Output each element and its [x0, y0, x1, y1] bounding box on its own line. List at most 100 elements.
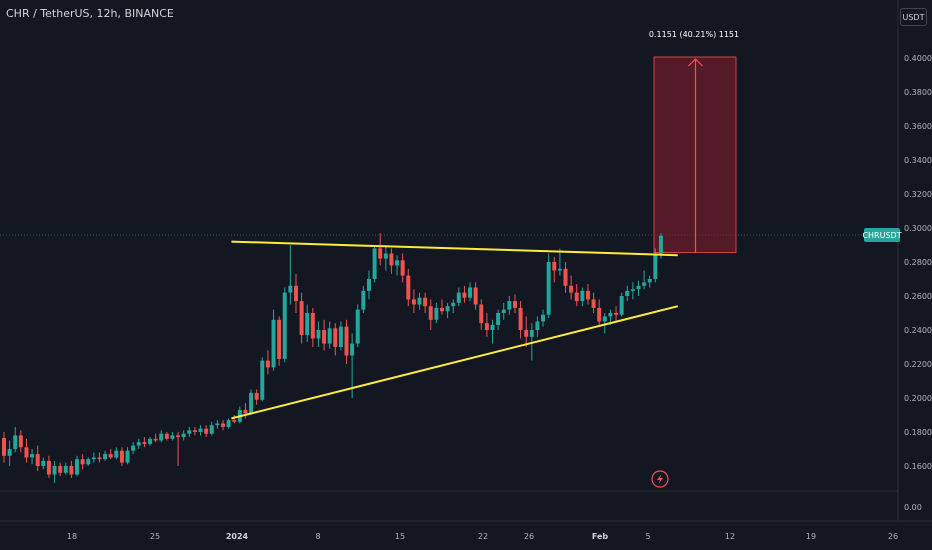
candle [226, 418, 231, 429]
candle [355, 304, 360, 347]
candle [125, 447, 130, 465]
x-tick-label: 25 [150, 532, 160, 541]
x-tick-label: 15 [395, 532, 405, 541]
candle [299, 292, 304, 344]
y-tick-label: 0.2800 [904, 258, 932, 267]
candle [91, 452, 96, 463]
candle [69, 460, 74, 478]
currency-badge[interactable]: USDT [900, 8, 927, 26]
candle [316, 321, 321, 347]
candle [642, 270, 647, 290]
candle [434, 302, 439, 324]
x-tick-label: 12 [725, 532, 735, 541]
candle [580, 287, 585, 307]
x-tick-label: 19 [806, 532, 816, 541]
candles [2, 233, 663, 483]
measure-arrow-head [688, 58, 703, 67]
time-axis[interactable]: 18 25 2024 8 15 22 26 Feb 5 12 19 26 [67, 532, 898, 541]
x-tick-label: 2024 [226, 532, 249, 541]
candle [97, 452, 102, 463]
y-tick-label: 0.3000 [904, 224, 932, 233]
candle [86, 457, 91, 466]
candle [271, 309, 276, 371]
candle [366, 270, 371, 300]
candle [512, 294, 517, 313]
last-price-tag: CHRUSDT [862, 228, 902, 242]
candle [282, 287, 287, 363]
x-tick-label: 26 [888, 532, 898, 541]
y-tick-label: 0.2000 [904, 394, 932, 403]
candle [462, 285, 467, 303]
candle [265, 350, 270, 375]
trendlines[interactable] [231, 240, 679, 420]
candle [619, 292, 624, 317]
candle [383, 246, 388, 271]
candle [597, 299, 602, 325]
candle [372, 245, 377, 283]
candle [187, 426, 192, 438]
candle [13, 426, 18, 453]
candle [484, 313, 489, 337]
candle [468, 282, 473, 302]
candle [74, 455, 79, 477]
candle [192, 426, 197, 436]
candle [305, 304, 310, 342]
candle [524, 316, 529, 347]
lightning-icon[interactable] [651, 470, 669, 488]
support-trendline[interactable] [231, 305, 679, 420]
resistance-trendline[interactable] [231, 240, 678, 257]
y-tick-label: 0.00 [904, 503, 922, 512]
candle [136, 438, 141, 449]
candle [338, 321, 343, 351]
candle [333, 323, 338, 356]
x-tick-label: 8 [315, 532, 320, 541]
candle [108, 449, 113, 460]
y-tick-label: 0.2600 [904, 292, 932, 301]
candle [423, 292, 428, 313]
x-tick-label: 22 [478, 532, 488, 541]
candle [451, 299, 456, 313]
candle [58, 462, 63, 477]
x-tick-label: 18 [67, 532, 77, 541]
candle [400, 253, 405, 283]
candle [389, 248, 394, 274]
candle [7, 440, 12, 466]
candle [602, 313, 607, 334]
candle [41, 457, 46, 470]
candle [153, 433, 158, 443]
candle [147, 437, 152, 446]
y-tick-label: 0.3800 [904, 88, 932, 97]
x-tick-label: 26 [524, 532, 534, 541]
candle [327, 321, 332, 349]
candle [18, 430, 23, 453]
candle [428, 299, 433, 330]
candle [445, 302, 450, 319]
candle [260, 357, 265, 402]
candle [456, 287, 461, 307]
candle [378, 233, 383, 266]
x-tick-label: 5 [645, 532, 650, 541]
candle [322, 319, 327, 351]
candle [142, 437, 147, 448]
candle [557, 248, 562, 276]
price-axis[interactable]: 0.00 0.1600 0.1800 0.2000 0.2200 0.2400 0.2600… [904, 54, 932, 512]
candle [614, 306, 619, 322]
candle [395, 255, 400, 276]
candle [518, 301, 523, 339]
candle [176, 432, 181, 466]
candle [479, 299, 484, 330]
y-tick-label: 0.1600 [904, 462, 932, 471]
candle [496, 309, 501, 330]
y-tick-label: 0.2400 [904, 326, 932, 335]
candle [80, 454, 85, 470]
measure-tool[interactable] [653, 56, 737, 254]
candle [490, 319, 495, 344]
candle [277, 316, 282, 366]
candle [220, 420, 225, 431]
candle [507, 296, 512, 315]
candle [293, 273, 298, 313]
candle [552, 256, 557, 283]
candle [198, 425, 203, 436]
candle [24, 438, 29, 463]
